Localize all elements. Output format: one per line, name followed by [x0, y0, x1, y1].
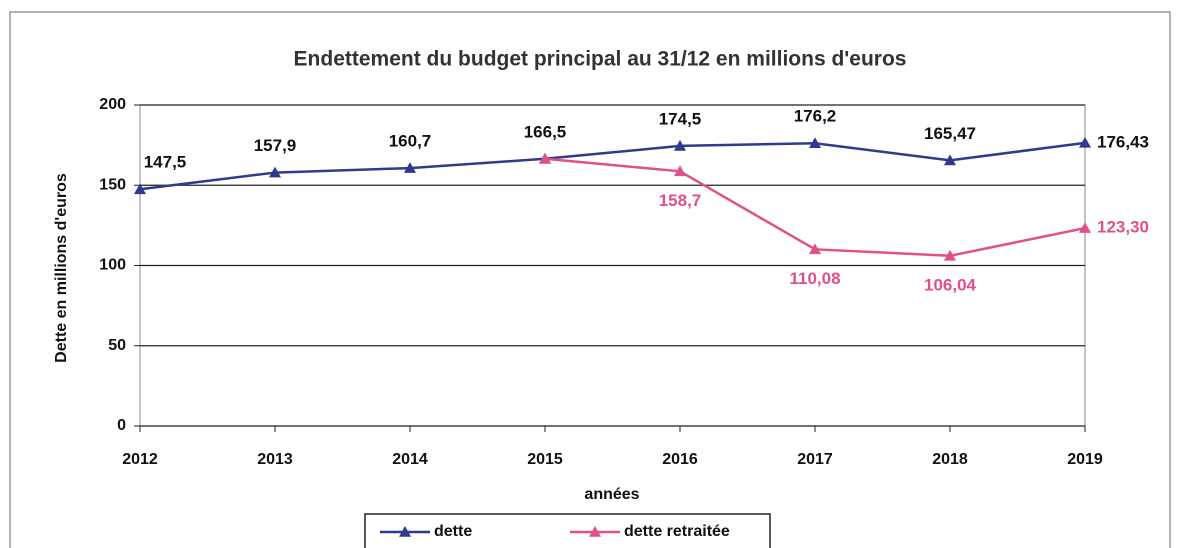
y-axis-label: Dette en millions d'euros: [53, 173, 70, 363]
point-marker: [944, 249, 956, 261]
data-label: 158,7: [659, 191, 702, 210]
data-label: 106,04: [924, 275, 977, 294]
x-tick-label: 2016: [662, 451, 698, 468]
legend-label: dette retraitée: [624, 523, 730, 540]
series-line: [544, 157, 1086, 258]
series-line: [139, 141, 1086, 191]
legend-marker: [399, 526, 411, 537]
point-marker: [809, 137, 821, 148]
point-marker: [1079, 222, 1091, 233]
point-marker: [674, 165, 686, 177]
y-tick-label: 0: [117, 417, 126, 434]
legend-marker: [589, 526, 601, 537]
data-label: 157,9: [254, 136, 297, 155]
point-marker: [944, 154, 956, 166]
x-tick-label: 2017: [797, 451, 833, 468]
x-tick-label: 2015: [527, 451, 563, 468]
data-label: 123,30: [1097, 218, 1149, 237]
data-label: 110,08: [789, 269, 840, 288]
data-label: 176,43: [1097, 132, 1149, 151]
point-marker: [674, 139, 686, 151]
point-marker: [539, 152, 551, 164]
point-marker: [809, 243, 821, 255]
point-marker: [269, 166, 281, 178]
point-marker: [134, 183, 146, 195]
data-label: 166,5: [524, 122, 567, 141]
chart-title: Endettement du budget principal au 31/12…: [294, 48, 907, 71]
x-axis-label: années: [584, 486, 639, 503]
data-label: 174,5: [659, 109, 702, 128]
legend: [364, 513, 771, 548]
x-tick-label: 2018: [932, 451, 968, 468]
point-marker: [1079, 136, 1091, 148]
x-tick-label: 2012: [122, 451, 158, 468]
x-tick-label: 2013: [257, 451, 293, 468]
y-tick-label: 150: [99, 176, 126, 193]
data-label: 147,5: [144, 153, 187, 172]
y-tick-label: 100: [99, 257, 126, 274]
x-tick-label: 2019: [1067, 451, 1103, 468]
legend-label: dette: [434, 523, 472, 540]
y-tick-label: 200: [99, 96, 126, 113]
x-tick-label: 2014: [392, 451, 428, 468]
data-label: 160,7: [389, 132, 432, 151]
data-label: 165,47: [924, 124, 976, 143]
point-marker: [404, 162, 416, 173]
chart-frame: [9, 11, 1171, 548]
y-tick-label: 50: [108, 337, 126, 354]
data-label: 176,2: [794, 107, 837, 126]
